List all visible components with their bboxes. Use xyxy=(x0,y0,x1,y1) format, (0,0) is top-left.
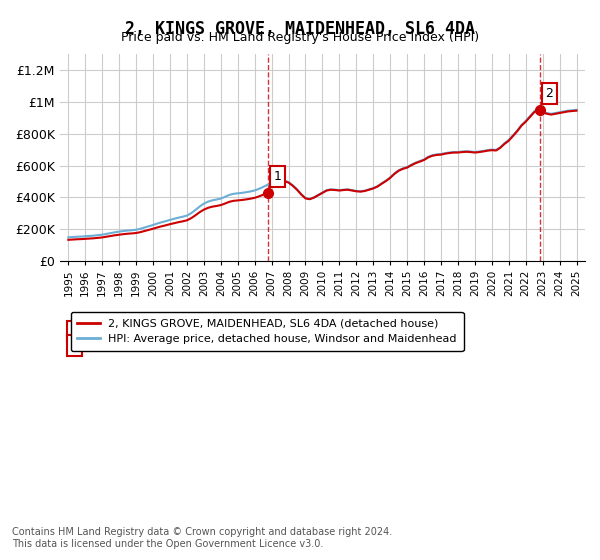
Text: 2: 2 xyxy=(70,339,78,352)
Text: 11-NOV-2022          £950,000          11% ↓ HPI: 11-NOV-2022 £950,000 11% ↓ HPI xyxy=(102,339,400,352)
Text: 1: 1 xyxy=(274,170,281,183)
Text: 2: 2 xyxy=(545,87,553,100)
Text: 2, KINGS GROVE, MAIDENHEAD, SL6 4DA: 2, KINGS GROVE, MAIDENHEAD, SL6 4DA xyxy=(125,20,475,38)
Text: 18-OCT-2006          £428,000          17% ↓ HPI: 18-OCT-2006 £428,000 17% ↓ HPI xyxy=(102,325,398,338)
Legend: 2, KINGS GROVE, MAIDENHEAD, SL6 4DA (detached house), HPI: Average price, detach: 2, KINGS GROVE, MAIDENHEAD, SL6 4DA (det… xyxy=(71,312,464,351)
Text: 1: 1 xyxy=(70,325,78,338)
Text: Contains HM Land Registry data © Crown copyright and database right 2024.
This d: Contains HM Land Registry data © Crown c… xyxy=(12,527,392,549)
Text: Price paid vs. HM Land Registry's House Price Index (HPI): Price paid vs. HM Land Registry's House … xyxy=(121,31,479,44)
